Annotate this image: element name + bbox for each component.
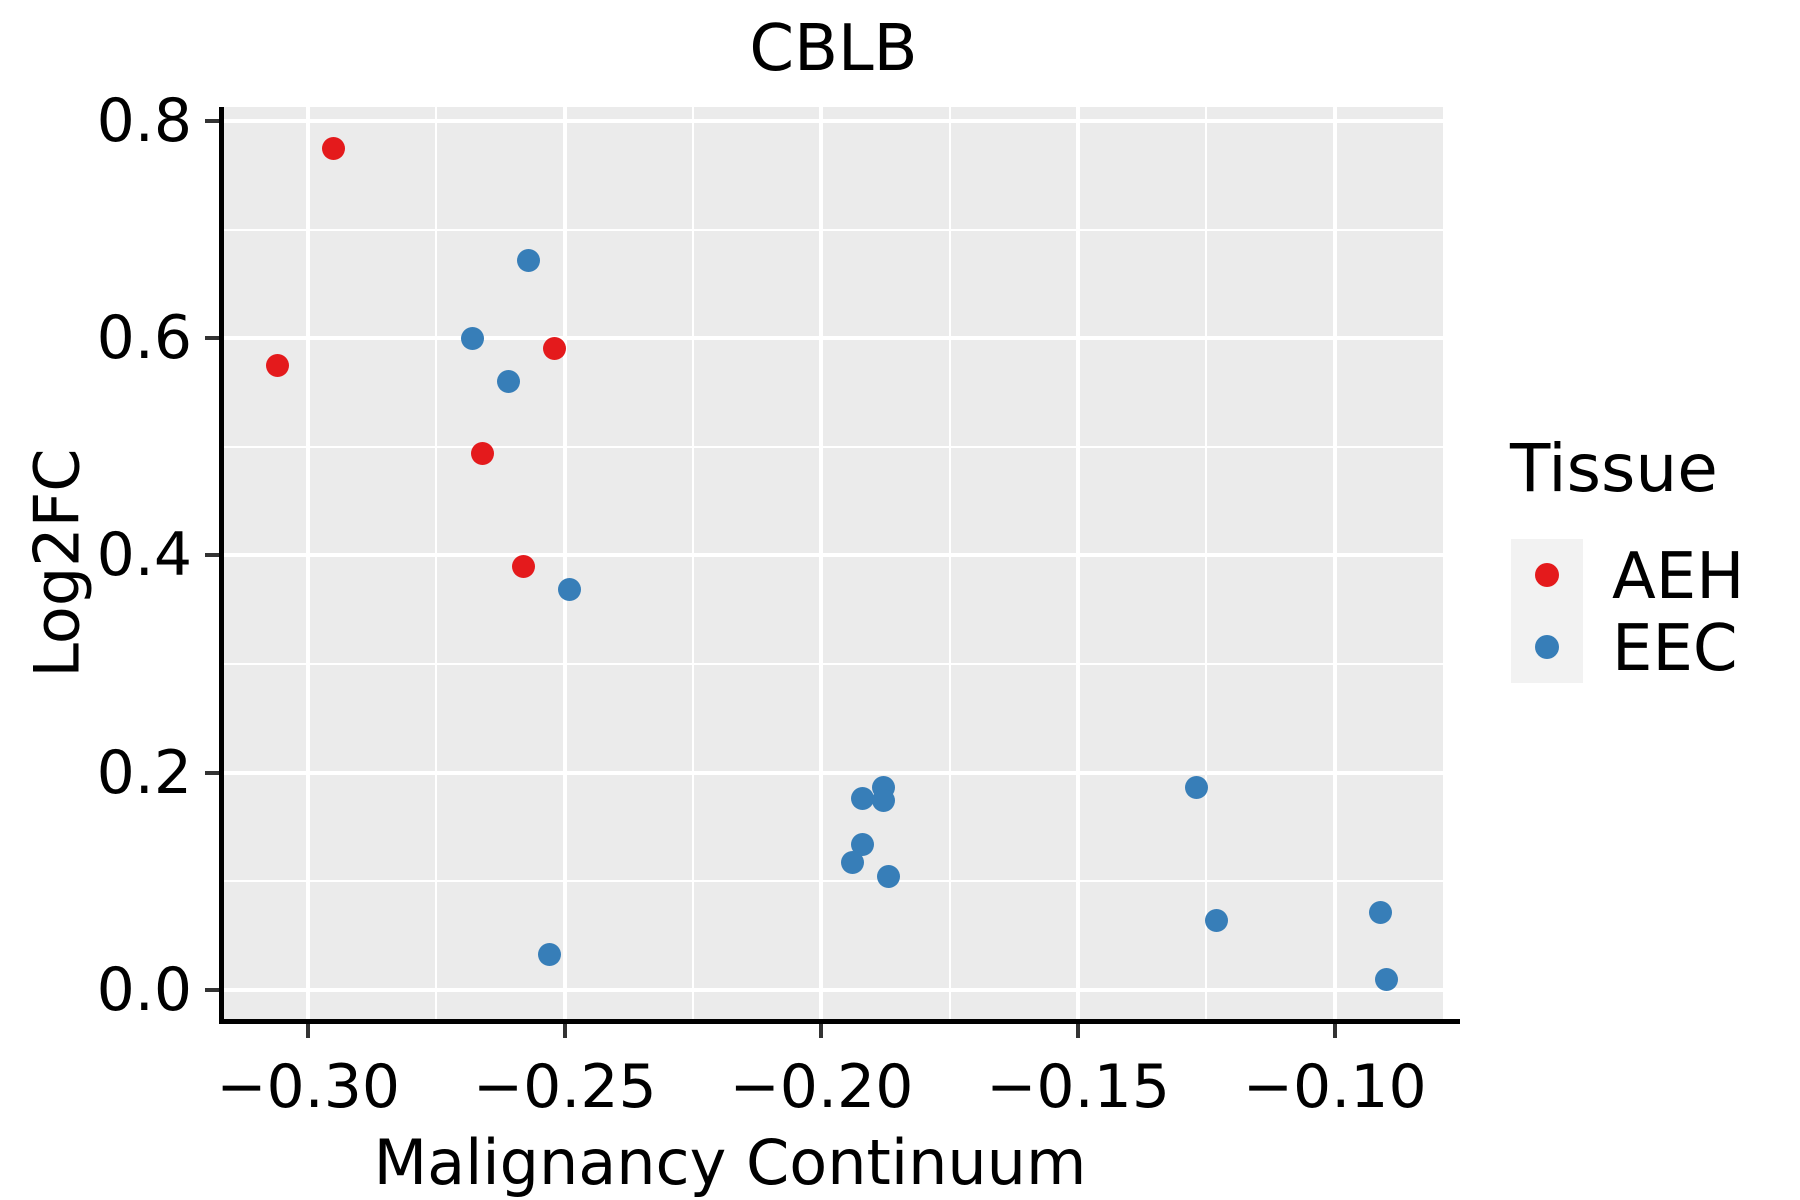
data-point [1374,968,1398,992]
minor-gridline-x [435,107,438,1019]
y-tick-label: 0.4 [96,520,192,591]
major-gridline-x [1332,107,1337,1019]
major-gridline-x [306,107,311,1019]
x-tick [306,1024,311,1038]
data-point [517,248,541,272]
x-axis-line [219,1019,1460,1024]
data-point [512,554,536,578]
data-point [558,577,582,601]
y-tick [205,553,219,558]
data-point [1369,901,1393,925]
x-tick-label: −0.30 [216,1052,401,1122]
legend-label-aeh: AEH [1612,540,1745,614]
x-tick-label: −0.10 [1242,1052,1427,1122]
data-point [322,136,346,160]
plot-panel [224,107,1443,1019]
legend-dot-aeh-icon [1535,563,1559,587]
major-gridline-x [819,107,824,1019]
minor-gridline-x [1205,107,1208,1019]
y-tick-label: 0.6 [96,303,192,374]
y-tick [205,336,219,341]
major-gridline-y [224,336,1443,341]
y-tick [205,119,219,124]
major-gridline-y [224,770,1443,775]
data-point [1205,908,1229,932]
x-tick [819,1024,824,1038]
minor-gridline-x [948,107,951,1019]
x-tick-label: −0.25 [472,1052,657,1122]
data-point [850,787,874,811]
data-point [850,832,874,856]
x-tick-label: −0.20 [729,1052,914,1122]
data-point [871,789,895,813]
legend-dot-eec-icon [1535,635,1559,659]
data-point [496,370,520,394]
major-gridline-y [224,553,1443,558]
x-tick [1076,1024,1081,1038]
minor-gridline-y [224,445,1443,448]
data-point [460,326,484,350]
y-tick-label: 0.2 [96,737,192,808]
major-gridline-y [224,119,1443,124]
legend-label-eec: EEC [1612,612,1738,686]
data-point [1184,776,1208,800]
data-point [471,441,495,465]
data-point [265,353,289,377]
x-axis-title: Malignancy Continuum [373,1126,1087,1199]
y-tick-label: 0.0 [96,954,192,1025]
minor-gridline-y [224,880,1443,883]
minor-gridline-y [224,662,1443,665]
y-axis-line [219,107,224,1024]
plot-title: CBLB [749,12,918,86]
y-tick-label: 0.8 [96,86,192,157]
data-point [840,851,864,875]
minor-gridline-x [692,107,695,1019]
minor-gridline-y [224,228,1443,231]
y-axis-title: Log2FC [20,448,94,678]
x-tick [1332,1024,1337,1038]
data-point [876,865,900,889]
y-tick [205,770,219,775]
major-gridline-x [1076,107,1081,1019]
legend-title: Tissue [1510,430,1718,507]
x-tick-label: −0.15 [986,1052,1170,1122]
data-point [537,943,561,967]
y-tick [205,987,219,992]
major-gridline-y [224,987,1443,992]
x-tick [562,1024,567,1038]
data-point [543,336,567,360]
major-gridline-x [562,107,567,1019]
